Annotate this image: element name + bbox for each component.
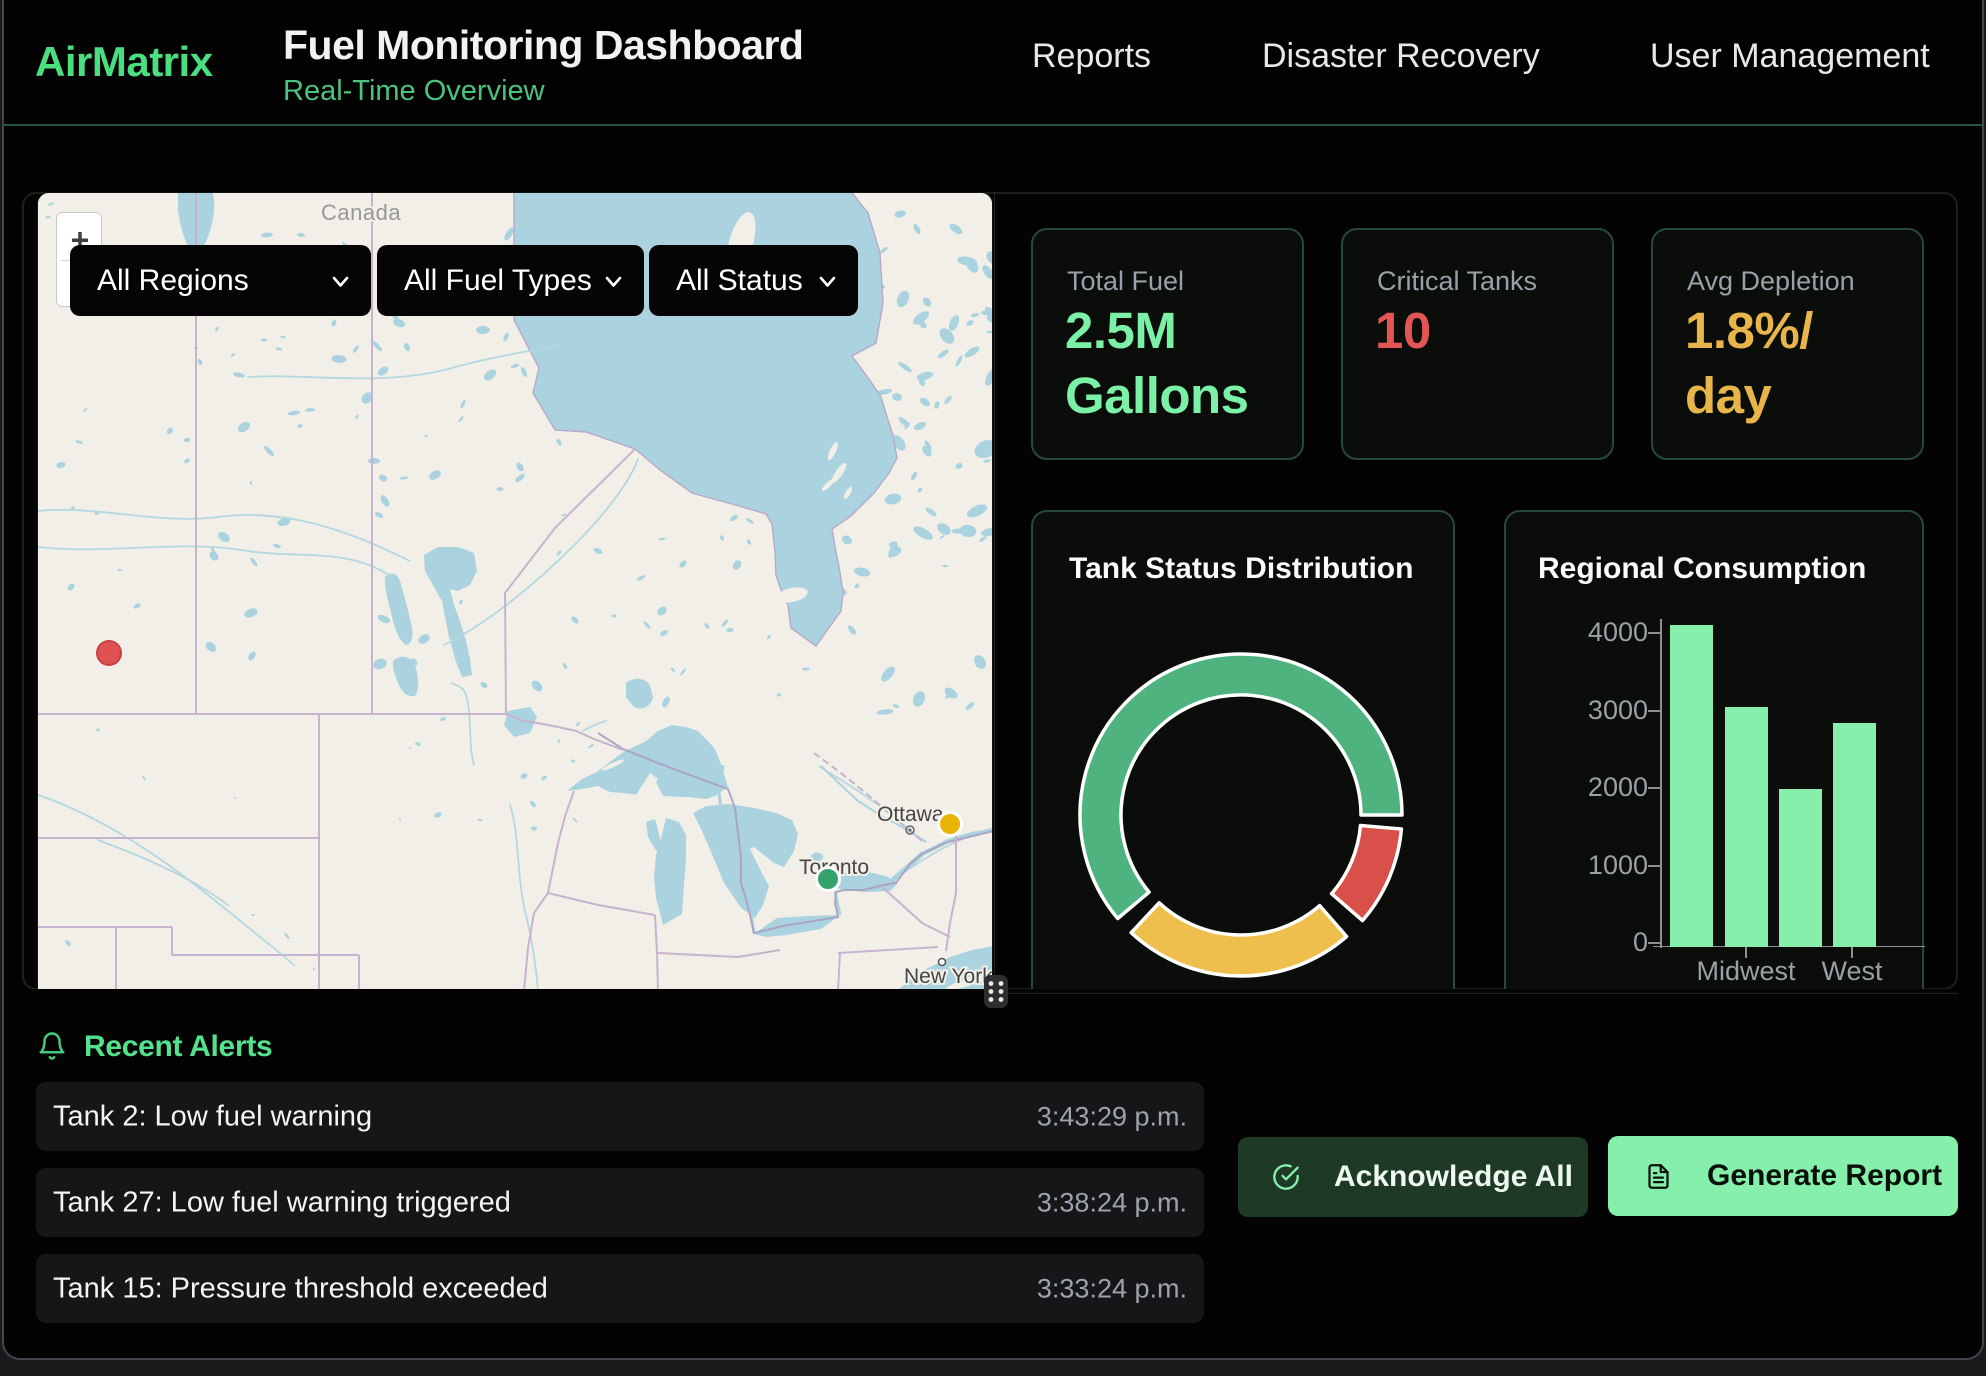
svg-text:New York: New York	[904, 965, 993, 988]
svg-text:Canada: Canada	[321, 200, 401, 225]
svg-text:Ottawa: Ottawa	[877, 803, 944, 826]
